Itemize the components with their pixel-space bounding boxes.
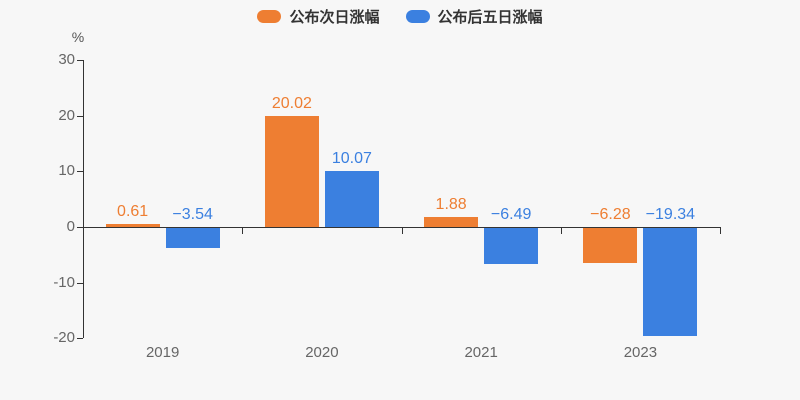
bar-公布次日涨幅-2019[interactable] [105, 223, 160, 227]
legend-item-next-day[interactable]: 公布次日涨幅 [257, 6, 380, 27]
x-axis-category-label: 2019 [145, 344, 180, 361]
bar-公布次日涨幅-2023[interactable] [583, 228, 638, 263]
y-axis-tick-label: 10 [58, 162, 75, 180]
y-axis-tick-label: -20 [53, 329, 75, 347]
bar-value-label-公布次日涨幅-2020: 20.02 [271, 94, 312, 112]
x-axis-tick [560, 227, 562, 234]
bar-公布后五日涨幅-2020[interactable] [324, 170, 379, 227]
bar-公布后五日涨幅-2021[interactable] [484, 228, 539, 265]
legend: 公布次日涨幅 公布后五日涨幅 [0, 6, 800, 27]
x-axis-tick [401, 227, 403, 234]
y-axis-tick [77, 115, 83, 117]
x-axis-tick [242, 227, 244, 234]
y-axis-tick [77, 227, 83, 228]
y-axis-tick-label: 20 [58, 106, 75, 124]
y-axis-tick [77, 282, 83, 284]
y-axis-tick [77, 60, 83, 61]
bar-value-label-公布次日涨幅-2019: 0.61 [117, 202, 149, 220]
bar-value-label-公布次日涨幅-2023: −6.28 [590, 206, 631, 223]
legend-item-five-day[interactable]: 公布后五日涨幅 [405, 6, 543, 27]
x-axis-category-label: 2020 [305, 344, 339, 361]
y-axis-tick-label: 30 [58, 51, 75, 68]
legend-label-next-day: 公布次日涨幅 [289, 9, 380, 26]
bar-value-label-公布后五日涨幅-2023: −19.34 [645, 206, 696, 223]
y-axis-tick-label: -10 [53, 273, 75, 291]
bar-公布后五日涨幅-2019[interactable] [165, 228, 220, 248]
y-axis-tick [77, 171, 83, 173]
bar-value-label-公布后五日涨幅-2019: −3.54 [172, 206, 213, 223]
bar-公布次日涨幅-2021[interactable] [424, 216, 479, 227]
x-axis-category-label: 2023 [623, 344, 658, 361]
legend-marker-five-day [405, 10, 430, 23]
bar-公布次日涨幅-2020[interactable] [264, 115, 319, 227]
legend-marker-next-day [257, 10, 282, 23]
y-axis-tick [77, 338, 83, 340]
bar-value-label-公布后五日涨幅-2020: 10.07 [331, 149, 372, 167]
x-axis-tick [83, 227, 84, 234]
y-axis-tick-label: 0 [66, 218, 75, 235]
bar-value-label-公布次日涨幅-2021: 1.88 [435, 195, 467, 213]
legend-label-five-day: 公布后五日涨幅 [437, 9, 543, 26]
x-axis-tick [720, 227, 721, 234]
bar-value-label-公布后五日涨幅-2021: −6.49 [490, 206, 532, 223]
bar-公布后五日涨幅-2023[interactable] [643, 228, 698, 336]
y-axis-line [83, 60, 84, 339]
x-axis-category-label: 2021 [464, 344, 498, 361]
y-axis-unit-label: % [71, 29, 85, 45]
